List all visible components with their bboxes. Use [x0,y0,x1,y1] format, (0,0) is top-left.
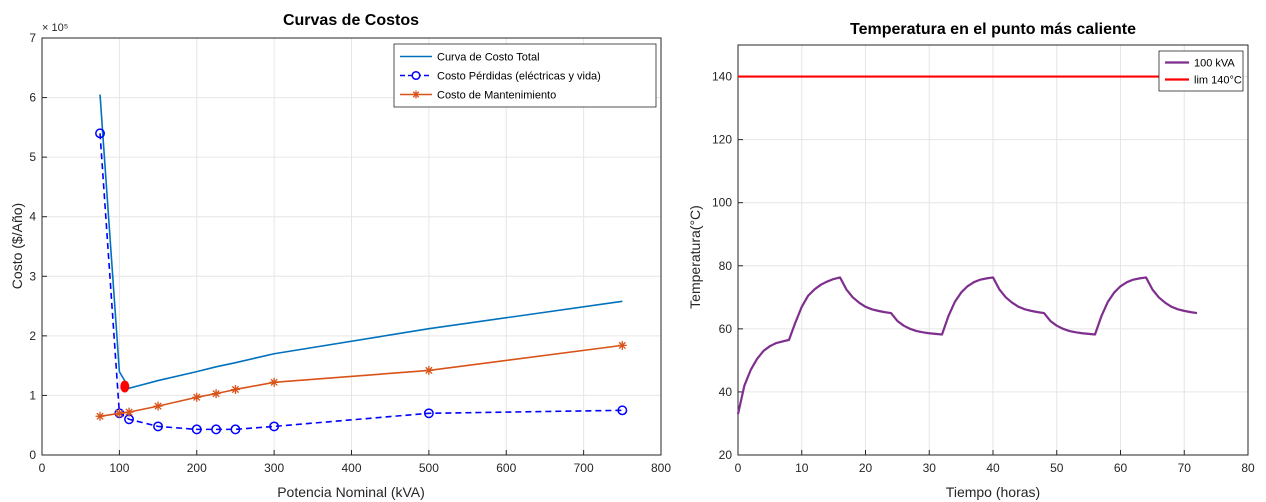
chart2-legend-label: 100 kVA [1194,58,1235,70]
chart1-data-point [269,421,280,432]
chart1-y-tick-label: 0 [29,448,36,462]
chart1-data-point [269,377,279,387]
chart1-y-tick-label: 4 [29,210,36,224]
chart1-data-point [211,424,222,435]
chart1-title: Curvas de Costos [283,12,419,29]
chart1-x-tick-label: 300 [264,461,284,475]
chart2-ylabel: Temperatura(°C) [687,205,703,309]
chart2-plot-area: 0 10 20 30 40 50 60 70 80 20 40 60 80 100 120 140 100 kV… [712,44,1255,475]
chart2-y-tick-label: 100 [712,196,732,210]
chart1-legend-box [393,43,657,108]
chart1-x-tick-label: 0 [39,461,46,475]
chart1-y-exponent: × 10⁵ [42,22,68,34]
chart2-legend-box [1158,50,1244,92]
chart1-y-tick-label: 2 [29,329,36,343]
chart2-x-tick-label: 30 [923,461,937,475]
chart2-y-tick-label: 20 [719,448,733,462]
chart1-data-point [211,389,221,399]
chart2-legend-label: lim 140°C [1194,75,1242,87]
chart1-x-tick-label: 600 [496,461,516,475]
chart2-y-tick-label: 120 [712,133,732,147]
chart1-plot-area: 0 100 200 300 400 500 600 700 800 0 1 2 3 4 5 6 7 Curva d… [29,31,671,475]
chart1-data-point [230,384,240,394]
chart1-data-point [617,405,628,416]
chart1-y-tick-label: 3 [29,269,36,283]
chart1-data-point [153,421,164,432]
chart2-title: Temperatura en el punto más caliente [850,21,1136,38]
chart1-y-tick-label: 5 [29,150,36,164]
chart1-series-line [99,344,623,418]
chart1-y-tick-label: 7 [29,31,36,45]
chart2-x-tick-label: 20 [859,461,873,475]
chart2-y-tick-label: 80 [719,259,733,273]
chart1-y-tick-label: 6 [29,91,36,105]
chart1-x-tick-label: 400 [341,461,361,475]
chart1-x-tick-label: 800 [651,461,671,475]
chart2-x-tick-label: 40 [986,461,1000,475]
chart2-x-tick-label: 0 [735,461,742,475]
chart1-x-tick-label: 200 [187,461,207,475]
chart1-legend-label: Costo Pérdidas (eléctricas y vida) [437,71,601,83]
chart1-xlabel: Potencia Nominal (kVA) [277,484,425,500]
chart1-data-point [124,407,134,417]
chart2-y-tick-label: 60 [719,322,733,336]
chart1-data-point [95,128,105,139]
chart1-data-point [617,340,627,350]
chart1-x-tick-label: 700 [574,461,594,475]
chart1-data-point [191,424,202,435]
chart1-highlight-point [120,380,130,393]
chart2-series-line [736,276,1198,415]
chart1-data-point [424,365,434,375]
chart1-series-line [99,133,623,431]
chart1-x-tick-label: 100 [109,461,129,475]
chart1-data-point [230,424,241,435]
chart2-xlabel: Tiempo (horas) [946,484,1040,500]
chart2-x-tick-label: 50 [1050,461,1064,475]
chart1-legend: Curva de Costo Total Costo Pérdidas (eléc… [393,43,657,108]
chart1-data-point [423,408,434,419]
chart1-legend-label: Costo de Mantenimiento [437,90,556,102]
chart1-data-point [153,401,163,411]
chart2-legend: 100 kVA lim 140°C [1158,50,1244,92]
chart2-x-tick-label: 10 [795,461,809,475]
chart2-x-tick-label: 70 [1178,461,1192,475]
chart1-data-point [95,411,105,421]
chart1-x-tick-label: 500 [419,461,439,475]
chart1-legend-label: Curva de Costo Total [437,52,540,64]
chart1-data-point [114,408,124,418]
chart1-y-tick-label: 1 [29,388,36,402]
chart2-x-tick-label: 60 [1114,461,1128,475]
chart1-data-point [192,392,202,402]
chart1-legend-marker [412,90,420,99]
chart2-y-tick-label: 140 [712,70,732,84]
chart1-ylabel: Costo ($/Año) [9,203,25,289]
chart2-x-tick-label: 80 [1241,461,1255,475]
chart2-y-tick-label: 40 [719,385,733,399]
chart1-series-line [99,94,623,390]
chart1-legend-marker [411,70,421,81]
